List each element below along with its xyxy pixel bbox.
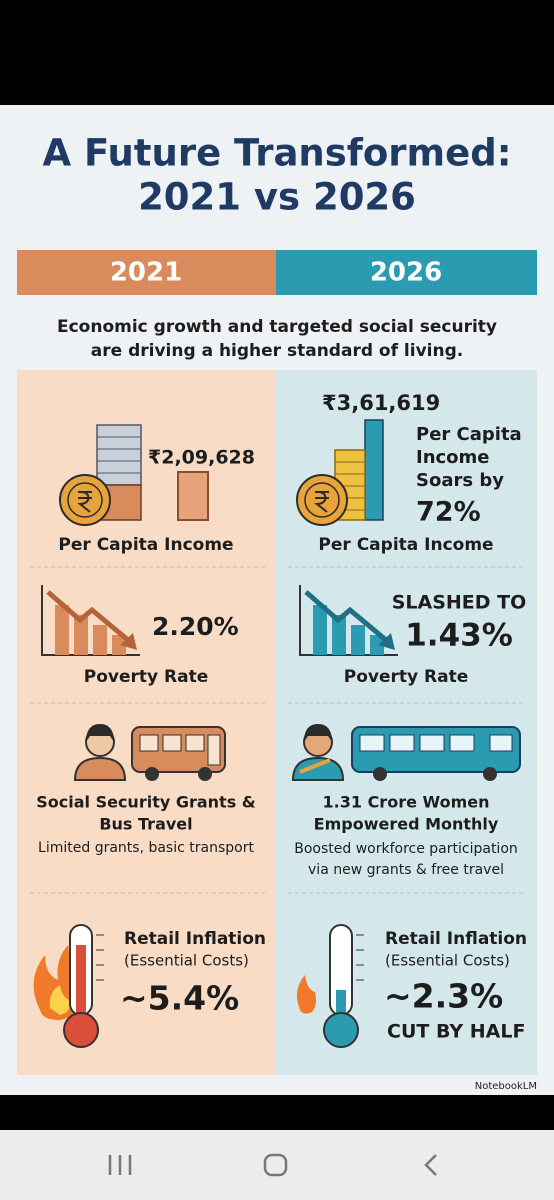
- nav-bar: [0, 1130, 554, 1200]
- social-title: Social Security Grants &: [36, 793, 256, 812]
- poverty-value: 2.20%: [152, 612, 239, 641]
- inflation-note: CUT BY HALF: [387, 1021, 525, 1043]
- poverty-prefix: SLASHED TO: [392, 592, 527, 614]
- panel-2021: [17, 370, 276, 1075]
- poverty-icon-2021: [41, 585, 140, 656]
- income-icon-2021: [59, 424, 209, 526]
- income-note: Soars by: [416, 470, 504, 491]
- inflation-value: ~5.4%: [120, 979, 239, 1018]
- social-title: 1.31 Crore Women: [323, 793, 490, 812]
- title: 2021 vs 2026: [138, 176, 416, 219]
- nav-icons: [108, 1153, 437, 1177]
- income-value: ₹2,09,628: [148, 447, 255, 469]
- brand: NotebookLM: [475, 1081, 537, 1092]
- inflation-value: ~2.3%: [384, 977, 503, 1016]
- nav-home[interactable]: [263, 1153, 288, 1177]
- inflation-icon-2021: [33, 924, 104, 1048]
- income-growth: 72%: [416, 497, 481, 528]
- black-band: [0, 1095, 554, 1130]
- poverty-icon-2026: [299, 585, 398, 656]
- inflation-icon-2026: [296, 924, 364, 1048]
- income-value: ₹3,61,619: [322, 391, 440, 415]
- inflation-title: Retail Inflation: [385, 929, 527, 949]
- inflation-title: Retail Inflation: [124, 929, 266, 949]
- dividers: [30, 566, 525, 894]
- year: 2021: [110, 258, 182, 288]
- income-icon-2026: [296, 419, 384, 526]
- year: 2026: [370, 258, 442, 288]
- income-note: Income: [416, 447, 490, 468]
- social-description: Boosted workforce participation: [294, 841, 518, 857]
- social-description: via new grants & free travel: [308, 862, 504, 878]
- poverty-label: Poverty Rate: [344, 667, 468, 687]
- inflation-subtitle: (Essential Costs): [385, 952, 510, 970]
- social-icon-2021: [73, 724, 226, 781]
- social-icon-2026: [291, 724, 521, 781]
- status-area: [0, 0, 554, 105]
- tagline: Economic growth and targeted social secu…: [57, 317, 497, 337]
- inflation-subtitle: (Essential Costs): [124, 952, 249, 970]
- social-description: Limited grants, basic transport: [38, 840, 254, 856]
- tagline: are driving a higher standard of living.: [91, 341, 463, 361]
- nav-back[interactable]: [424, 1154, 437, 1176]
- social-title: Bus Travel: [99, 815, 192, 834]
- income-label: Per Capita Income: [58, 535, 233, 555]
- poverty-label: Poverty Rate: [84, 667, 208, 687]
- year-bar: [276, 250, 537, 295]
- poverty-value: 1.43%: [405, 618, 513, 654]
- year-bar: [17, 250, 276, 295]
- title: A Future Transformed:: [43, 132, 512, 175]
- social-title: Empowered Monthly: [314, 815, 499, 834]
- income-label: Per Capita Income: [318, 535, 493, 555]
- income-note: Per Capita: [416, 424, 522, 445]
